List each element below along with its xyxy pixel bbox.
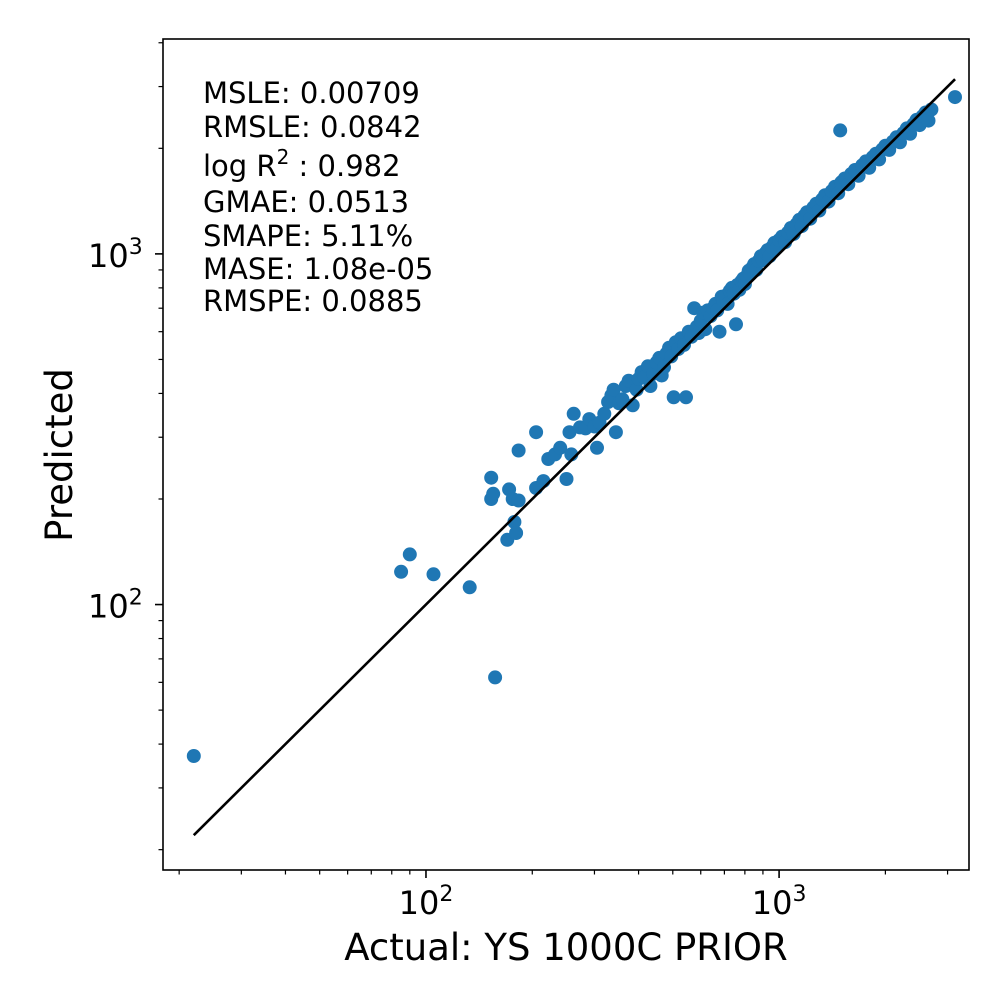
data-point — [559, 472, 574, 486]
data-point — [394, 564, 409, 579]
data-point — [679, 390, 693, 405]
data-point — [606, 382, 621, 397]
data-point — [529, 425, 544, 440]
data-point — [402, 547, 417, 562]
y-tick-label: 103 — [88, 235, 143, 275]
data-point — [833, 123, 848, 138]
data-point — [462, 580, 477, 595]
data-point — [812, 203, 827, 218]
data-point — [486, 486, 501, 501]
data-point — [831, 186, 846, 201]
data-point — [729, 317, 743, 332]
data-point — [803, 211, 818, 226]
data-point — [712, 324, 727, 339]
data-point — [924, 102, 939, 117]
data-point — [426, 567, 441, 582]
data-point — [698, 322, 713, 337]
data-point — [597, 406, 612, 421]
metric-text: RMSPE: 0.0885 — [203, 284, 423, 318]
identity-line — [192, 78, 956, 837]
y-tick-label: 102 — [88, 586, 143, 626]
data-point — [590, 440, 604, 455]
data-points — [186, 90, 962, 763]
data-point — [921, 113, 936, 128]
data-point — [821, 194, 836, 209]
metric-text: MASE: 1.08e-05 — [203, 252, 433, 286]
x-tick-label: 102 — [399, 882, 454, 922]
data-point — [562, 425, 577, 440]
data-point — [511, 443, 526, 458]
y-axis-label: Predicted — [38, 368, 81, 542]
data-point — [511, 493, 526, 508]
data-point — [553, 440, 568, 455]
data-point — [536, 474, 551, 489]
metric-text: MSLE: 0.00709 — [203, 76, 420, 110]
data-point — [488, 670, 503, 685]
metric-text: GMAE: 0.0513 — [203, 185, 409, 219]
data-point — [615, 392, 630, 407]
plot-frame — [162, 38, 970, 871]
x-tick-label: 103 — [752, 882, 807, 922]
data-point — [566, 406, 581, 421]
data-point — [666, 390, 681, 405]
data-point — [509, 526, 524, 540]
data-point — [484, 470, 499, 485]
data-point — [186, 749, 201, 763]
data-point — [643, 379, 658, 393]
x-axis-label: Actual: YS 1000C PRIOR — [344, 926, 788, 969]
data-point — [862, 160, 877, 175]
data-point — [948, 90, 962, 105]
metric-text: SMAPE: 5.11% — [203, 219, 413, 253]
data-point — [608, 425, 623, 440]
metric-text: RMSLE: 0.0842 — [203, 110, 422, 144]
metric-text: log R2 : 0.982 — [203, 145, 401, 183]
